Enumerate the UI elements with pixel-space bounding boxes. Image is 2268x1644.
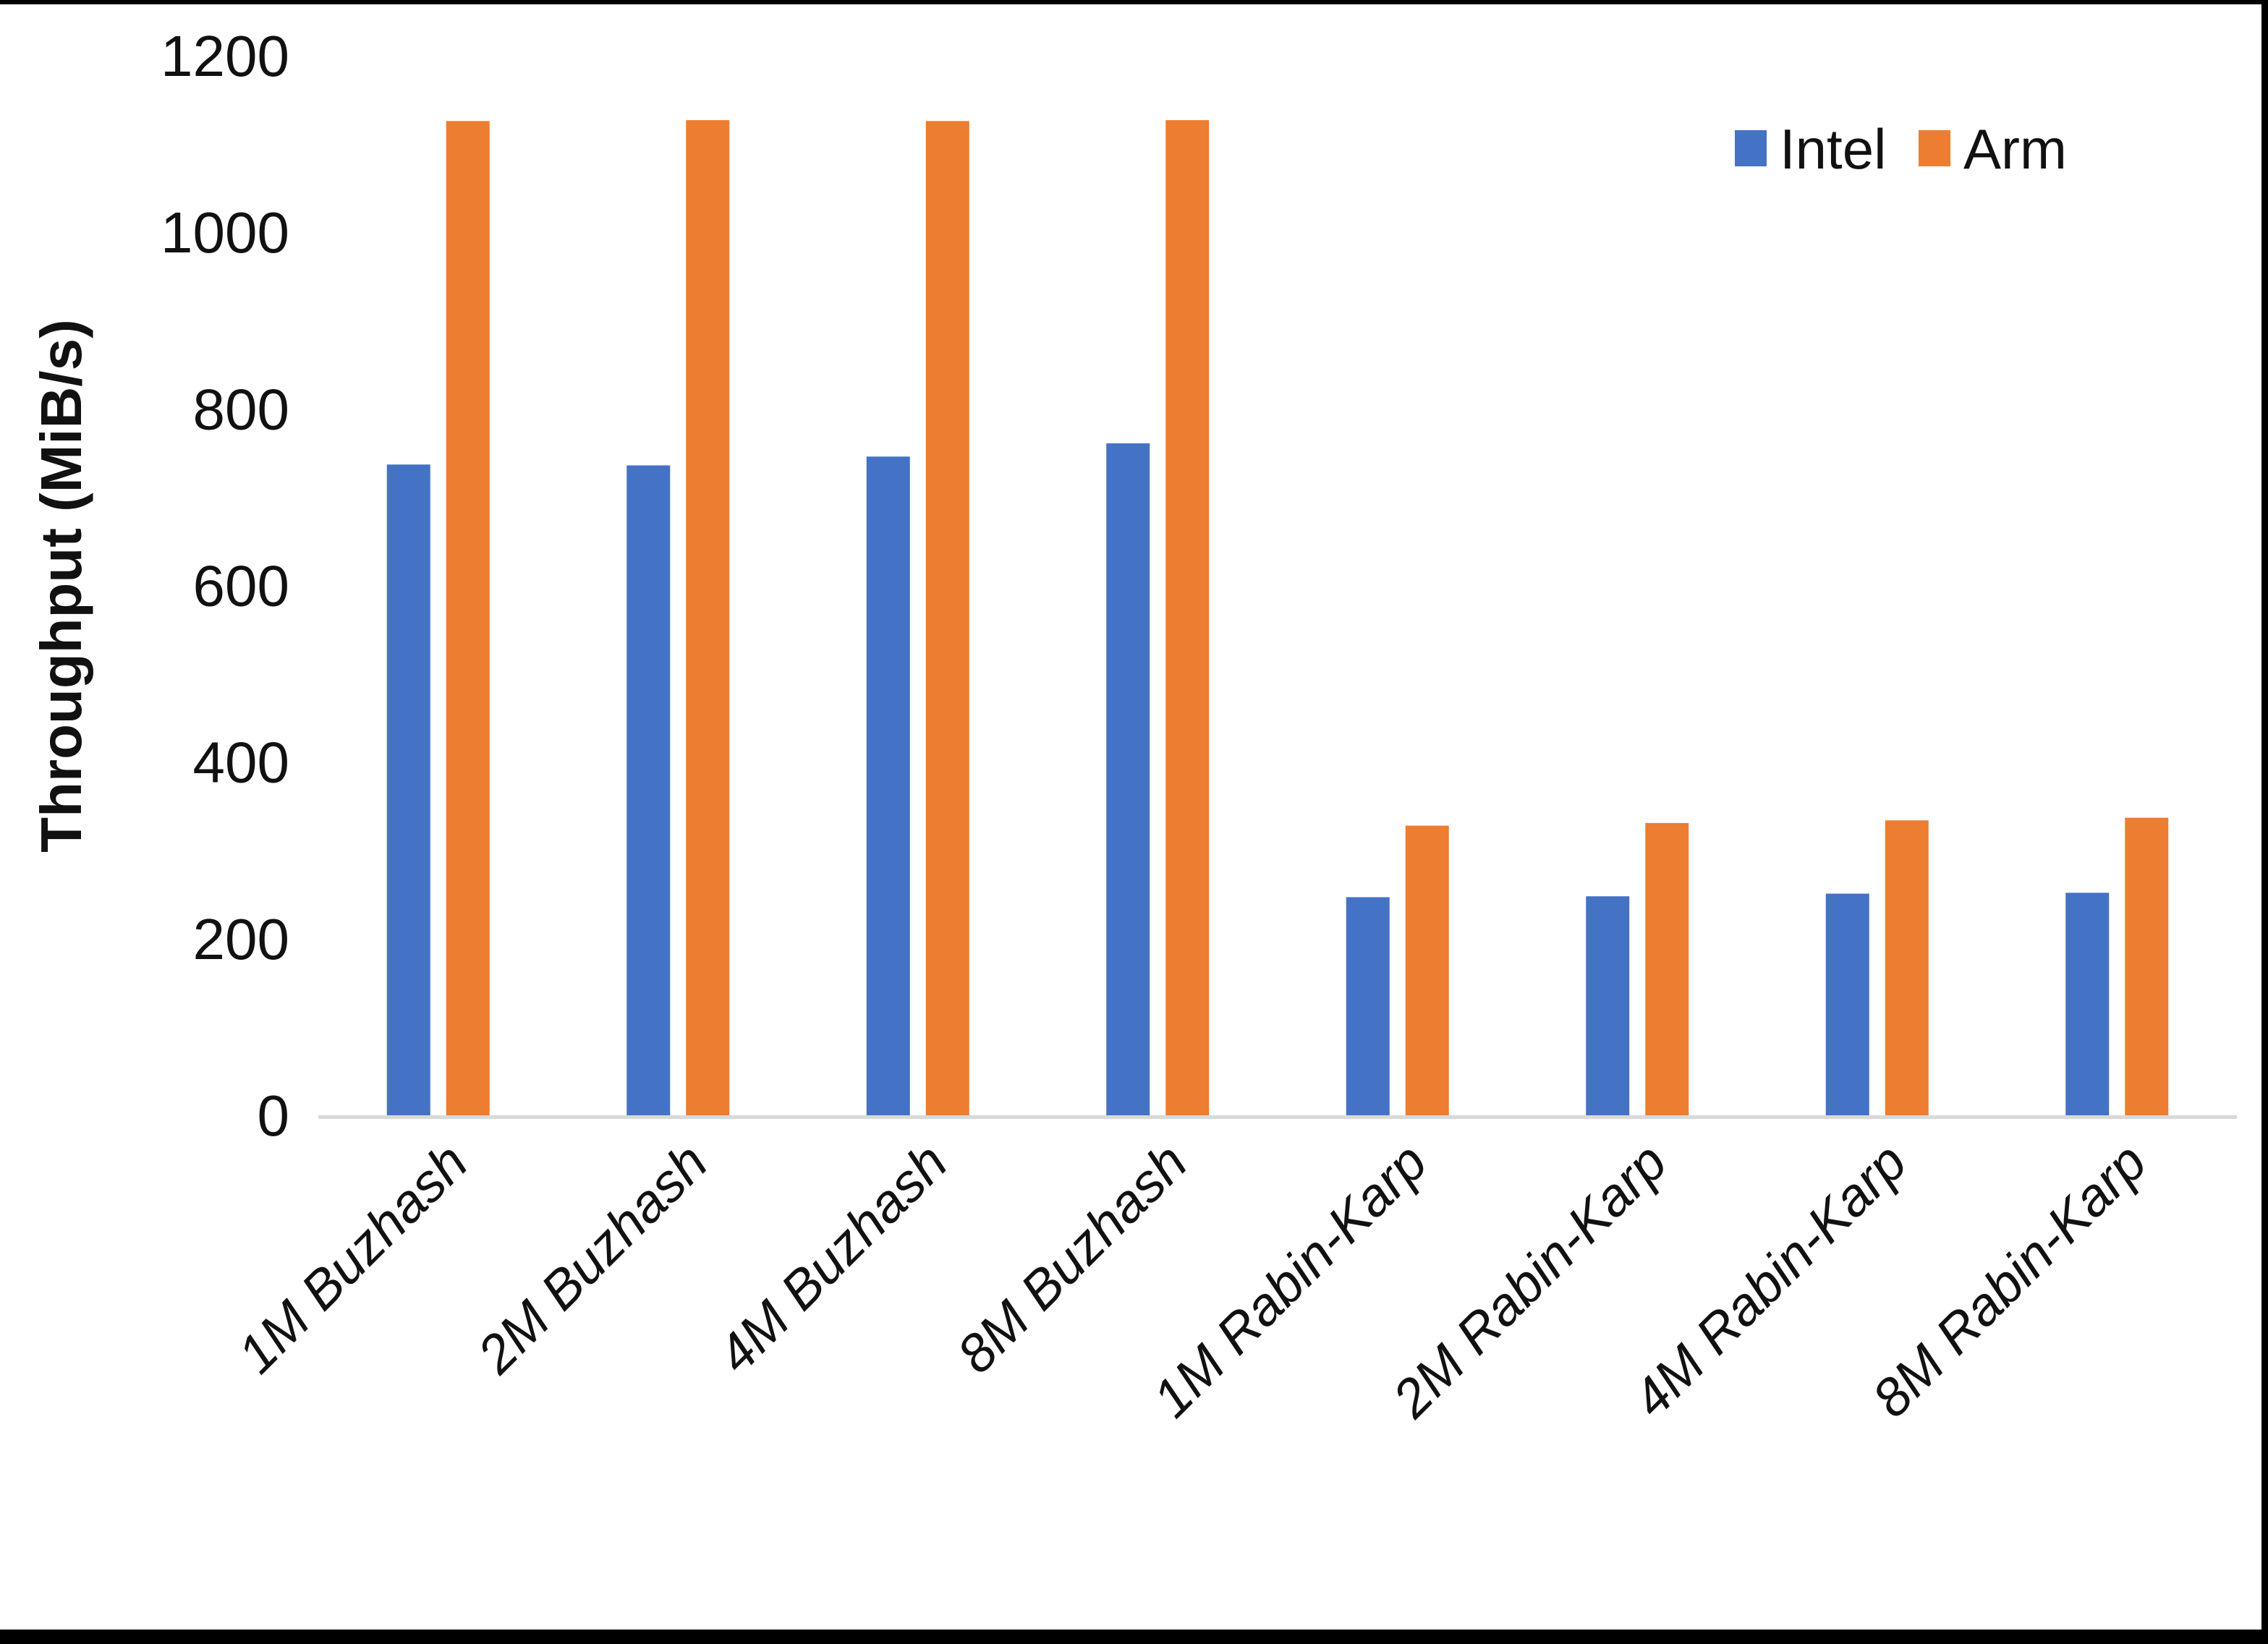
y-tick-label: 1000 [161, 200, 289, 265]
bar-intel-1m-buzhash [386, 464, 430, 1115]
bars-layer [386, 120, 2169, 1115]
bar-arm-8m-buzhash [1165, 120, 1210, 1115]
bar-intel-4m-rabin-karp [1825, 893, 1869, 1115]
bar-arm-2m-rabin-karp [1645, 822, 1689, 1115]
bar-arm-4m-rabin-karp [1885, 820, 1929, 1115]
legend: Intel Arm [1735, 117, 2067, 181]
y-tick-label: 0 [258, 1083, 290, 1148]
x-category-label: 4M Buzhash [706, 1132, 959, 1385]
page-border-bottom [0, 1630, 2268, 1644]
y-tick-label: 400 [193, 731, 289, 795]
bar-intel-4m-buzhash [866, 456, 910, 1115]
bar-intel-2m-buzhash [627, 465, 671, 1115]
y-tick-label: 200 [193, 907, 289, 971]
bar-arm-8m-rabin-karp [2125, 817, 2169, 1115]
y-axis-title: Throughput (MiB/s) [29, 319, 93, 853]
bar-arm-1m-buzhash [446, 121, 490, 1115]
page-border-right [2261, 0, 2268, 1644]
legend-swatch-intel [1735, 130, 1767, 166]
x-category-label: 1M Buzhash [226, 1132, 480, 1385]
x-category-label: 2M Buzhash [465, 1132, 718, 1385]
bar-intel-8m-rabin-karp [2065, 893, 2110, 1115]
bar-intel-1m-rabin-karp [1346, 897, 1390, 1115]
y-tick-label: 1200 [161, 24, 289, 88]
bar-arm-1m-rabin-karp [1405, 825, 1449, 1115]
bar-arm-4m-buzhash [925, 121, 969, 1115]
page-border-top [0, 0, 2268, 4]
x-axis-line [318, 1115, 2237, 1119]
bar-intel-2m-rabin-karp [1586, 896, 1630, 1115]
legend-label-intel: Intel [1780, 117, 1886, 181]
y-tick-label: 800 [193, 377, 289, 441]
axis-layer: 0 200 400 600 800 1000 1200 [161, 24, 2237, 1148]
y-tick-label: 600 [193, 554, 289, 618]
legend-swatch-arm [1919, 130, 1950, 166]
bar-intel-8m-buzhash [1106, 443, 1150, 1115]
legend-label-arm: Arm [1963, 117, 2067, 181]
bar-arm-2m-buzhash [686, 120, 730, 1115]
x-category-label: 8M Buzhash [946, 1132, 1199, 1385]
